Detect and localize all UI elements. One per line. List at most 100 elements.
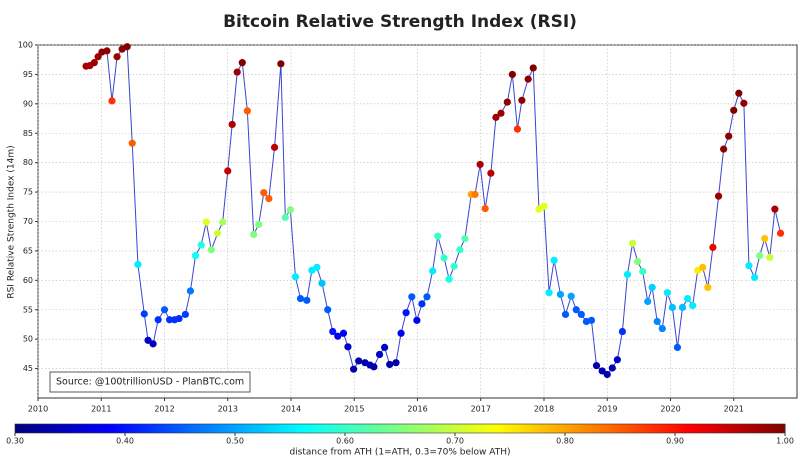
rsi-point (313, 263, 321, 271)
colorbar-segment (403, 424, 409, 433)
y-axis-label: RSI Relative Strength Index (14m) (7, 145, 17, 298)
colorbar-segment (269, 424, 274, 433)
colorbar-segment (303, 424, 309, 433)
x-tick-label: 2015 (344, 405, 364, 414)
colorbar-segment (380, 424, 386, 433)
rsi-point (103, 47, 111, 55)
colorbar-segment (192, 424, 197, 433)
rsi-point (160, 306, 169, 314)
rsi-point (339, 329, 348, 337)
rsi-point (572, 306, 580, 314)
colorbar-segment (145, 424, 151, 433)
colorbar-segment (157, 424, 162, 433)
rsi-point (730, 106, 738, 114)
rsi-point (740, 99, 748, 107)
rsi-point (508, 70, 516, 79)
x-tick-label: 2014 (281, 405, 301, 414)
colorbar-segment (207, 424, 212, 433)
rsi-point (243, 107, 251, 115)
rsi-point (471, 190, 479, 199)
colorbar-segment (219, 424, 224, 433)
colorbar-segment (365, 424, 370, 433)
y-tick-label: 90 (23, 99, 33, 108)
colorbar-segment (750, 424, 755, 433)
colorbar-segment (38, 424, 43, 433)
colorbar-segment (230, 424, 235, 433)
colorbar-segment (704, 424, 709, 433)
rsi-point (224, 167, 232, 175)
y-tick-label: 50 (23, 335, 33, 344)
colorbar-segment (265, 424, 270, 433)
rsi-point (375, 350, 384, 359)
rsi-point (745, 262, 753, 270)
rsi-point (771, 205, 779, 213)
rsi-point (497, 109, 505, 117)
colorbar-segment (631, 424, 636, 433)
colorbar-segment (580, 424, 586, 433)
colorbar-segment (657, 424, 663, 433)
colorbar-segment (319, 424, 324, 433)
colorbar-segment (122, 424, 128, 433)
colorbar-segment (596, 424, 601, 433)
colorbar-segment (61, 424, 66, 433)
colorbar-segment (426, 424, 432, 433)
rsi-point (567, 292, 575, 300)
colorbar-segment (346, 424, 351, 433)
colorbar-segment (45, 424, 51, 433)
rsi-point (663, 289, 671, 297)
colorbar-segment (142, 424, 147, 433)
rsi-point (639, 267, 647, 276)
colorbar-segment (57, 424, 62, 433)
colorbar-segment (342, 424, 347, 433)
colorbar-segment (530, 424, 536, 433)
colorbar-segment (276, 424, 282, 433)
colorbar-segment (384, 424, 389, 433)
colorbar-segment (330, 424, 336, 433)
rsi-point (648, 283, 656, 291)
rsi-point (503, 98, 511, 106)
rsi-point (634, 257, 642, 266)
colorbar-segment (373, 424, 378, 433)
rsi-point (598, 367, 606, 375)
y-tick-label: 65 (23, 246, 33, 255)
colorbar-segment (604, 424, 609, 433)
colorbar-segment (453, 424, 459, 433)
colorbar-segment (415, 424, 420, 433)
colorbar-segment (731, 424, 736, 433)
colorbar-segment (611, 424, 617, 433)
colorbar-segment (392, 424, 397, 433)
rsi-point (233, 68, 241, 76)
rsi-point (181, 310, 189, 319)
colorbar-tick-label: 1.00 (776, 437, 794, 446)
colorbar-segment (253, 424, 259, 433)
colorbar-segment (419, 424, 424, 433)
colorbar-segment (153, 424, 158, 433)
rsi-point (776, 229, 785, 237)
colorbar-segment (72, 424, 78, 433)
colorbar-label: distance from ATH (1=ATH, 0.3=70% below … (289, 448, 510, 458)
colorbar-tick-label: 0.40 (116, 437, 134, 446)
rsi-point (450, 262, 458, 270)
rsi-point (587, 316, 596, 324)
colorbar-segment (396, 424, 401, 433)
colorbar-segment (480, 424, 486, 433)
colorbar-tick-label: 0.30 (6, 437, 24, 446)
rsi-point (250, 230, 258, 239)
colorbar-segment (111, 424, 116, 433)
y-tick-label: 85 (23, 129, 33, 138)
colorbar-segment (700, 424, 705, 433)
rsi-point (540, 202, 548, 210)
colorbar-segment (376, 424, 382, 433)
colorbar-segment (65, 424, 70, 433)
colorbar-segment (527, 424, 532, 433)
chart-title: Bitcoin Relative Strength Index (RSI) (223, 12, 577, 32)
colorbar-segment (161, 424, 166, 433)
colorbar-segment (203, 424, 208, 433)
colorbar-segment (584, 424, 590, 433)
rsi-point (265, 194, 273, 203)
rsi-point (673, 343, 682, 352)
colorbar-segment (18, 424, 24, 433)
colorbar-segment (650, 424, 655, 433)
colorbar-segment (777, 424, 782, 433)
